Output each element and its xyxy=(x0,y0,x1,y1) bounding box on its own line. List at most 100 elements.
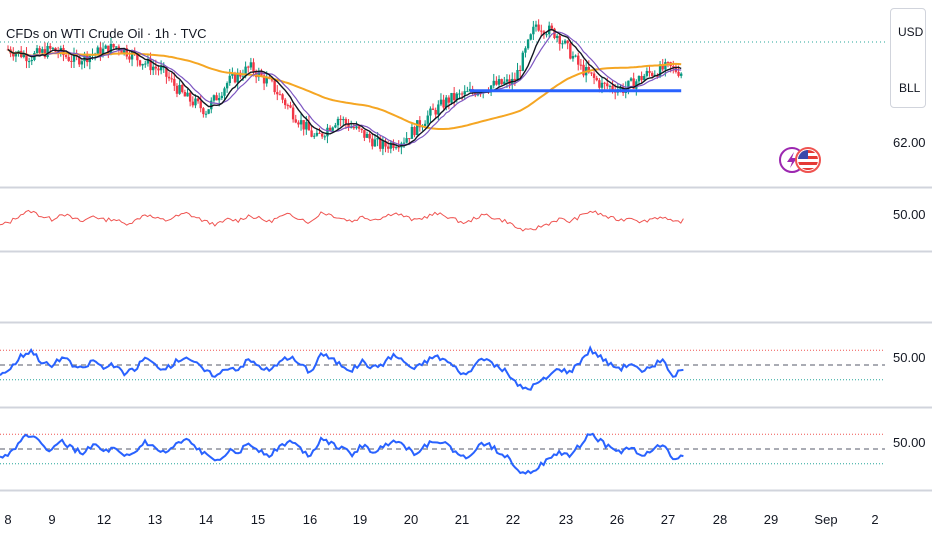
price-axis-label: 62.00 xyxy=(893,135,926,150)
candle-body xyxy=(410,126,414,139)
candle-body xyxy=(537,24,540,31)
candle-body xyxy=(664,62,667,70)
candle-body xyxy=(408,138,411,140)
x-tick-label: 28 xyxy=(712,512,728,527)
candle-body xyxy=(188,92,192,102)
candle-body xyxy=(516,69,519,81)
candle-body xyxy=(244,66,247,77)
candle-body xyxy=(463,91,466,95)
currency-label: USD xyxy=(898,25,924,39)
x-tick-label: Sep xyxy=(814,512,838,527)
candle-body xyxy=(41,49,44,53)
candle-body xyxy=(598,80,601,88)
candle-body xyxy=(165,66,168,77)
candle-body xyxy=(558,35,561,44)
axis-unit-box[interactable]: USD BLL xyxy=(890,8,926,108)
chart-title: CFDs on WTI Crude Oil · 1h · TVC xyxy=(6,26,207,41)
candle-body xyxy=(117,46,121,50)
us-flag-icon[interactable] xyxy=(795,147,821,173)
candle-body xyxy=(154,66,158,69)
pane-label-rsi-blue-2: 50.00 xyxy=(893,435,926,450)
candle-body xyxy=(181,84,184,92)
candle-body xyxy=(101,48,105,56)
candle-body xyxy=(49,46,52,49)
candle-body xyxy=(540,30,543,32)
candle-body xyxy=(394,147,398,149)
candle-body xyxy=(666,62,670,64)
x-tick-label: 20 xyxy=(403,512,419,527)
candle-body xyxy=(194,98,197,106)
candle-body xyxy=(347,123,350,128)
candle-body xyxy=(339,118,342,121)
candle-body xyxy=(566,40,569,44)
candle-body xyxy=(384,141,387,147)
candle-body xyxy=(619,86,622,90)
candle-body xyxy=(141,63,144,66)
candle-body xyxy=(64,55,68,57)
candle-body xyxy=(109,43,113,55)
candle-body xyxy=(357,126,361,129)
candle-body xyxy=(247,66,250,68)
candle-body xyxy=(136,54,139,61)
candle-body xyxy=(529,34,532,40)
candle-body xyxy=(175,85,179,94)
candle-body xyxy=(241,76,245,78)
candle-body xyxy=(159,66,163,71)
candle-body xyxy=(270,78,274,81)
candle-body xyxy=(442,99,445,108)
candle-body xyxy=(429,108,432,116)
candle-body xyxy=(336,118,340,126)
x-tick-label: 2 xyxy=(871,512,879,527)
candle-body xyxy=(170,78,173,80)
candle-body xyxy=(30,59,33,62)
x-tick-label: 19 xyxy=(352,512,368,527)
candle-body xyxy=(497,79,501,85)
candle-body xyxy=(466,91,469,93)
candle-body xyxy=(672,66,675,68)
candle-body xyxy=(571,56,575,59)
candle-body xyxy=(152,66,155,71)
candle-body xyxy=(281,94,284,100)
candle-body xyxy=(606,83,609,87)
oscillator-blue-line-2 xyxy=(0,432,684,475)
candle-body xyxy=(313,135,316,137)
candle-body xyxy=(149,58,152,71)
candle-body xyxy=(83,53,86,62)
candle-body xyxy=(128,56,131,60)
candle-body xyxy=(368,133,371,139)
candle-body xyxy=(386,146,390,149)
candle-body xyxy=(138,60,142,66)
candle-body xyxy=(167,76,171,79)
candle-body xyxy=(492,80,495,86)
candle-body xyxy=(677,71,680,76)
x-tick-label: 14 xyxy=(198,512,214,527)
candle-body xyxy=(157,68,160,71)
oscillator-levels xyxy=(0,349,885,465)
candle-body xyxy=(437,104,440,115)
candle-body xyxy=(212,95,216,101)
candle-body xyxy=(38,48,41,53)
candle-body xyxy=(495,80,498,85)
x-tick-label: 26 xyxy=(609,512,625,527)
candle-body xyxy=(320,133,324,137)
x-tick-label: 15 xyxy=(250,512,266,527)
pane-label-rsi-red: 50.00 xyxy=(893,207,926,222)
candle-body xyxy=(67,56,70,61)
candle-body xyxy=(294,119,297,123)
candle-body xyxy=(389,142,392,149)
candle-body xyxy=(680,73,683,76)
x-tick-label: 23 xyxy=(558,512,574,527)
candle-body xyxy=(191,101,194,106)
candle-body xyxy=(371,138,374,147)
candle-body xyxy=(658,64,662,77)
candle-body xyxy=(637,75,641,82)
x-tick-label: 12 xyxy=(96,512,112,527)
candle-body xyxy=(70,60,73,62)
candle-body xyxy=(579,64,583,66)
candle-body xyxy=(574,55,577,57)
candle-body xyxy=(276,92,279,95)
candle-body xyxy=(603,82,606,84)
candle-body xyxy=(278,94,282,96)
x-tick-label: 16 xyxy=(302,512,318,527)
candle-body xyxy=(474,92,477,96)
